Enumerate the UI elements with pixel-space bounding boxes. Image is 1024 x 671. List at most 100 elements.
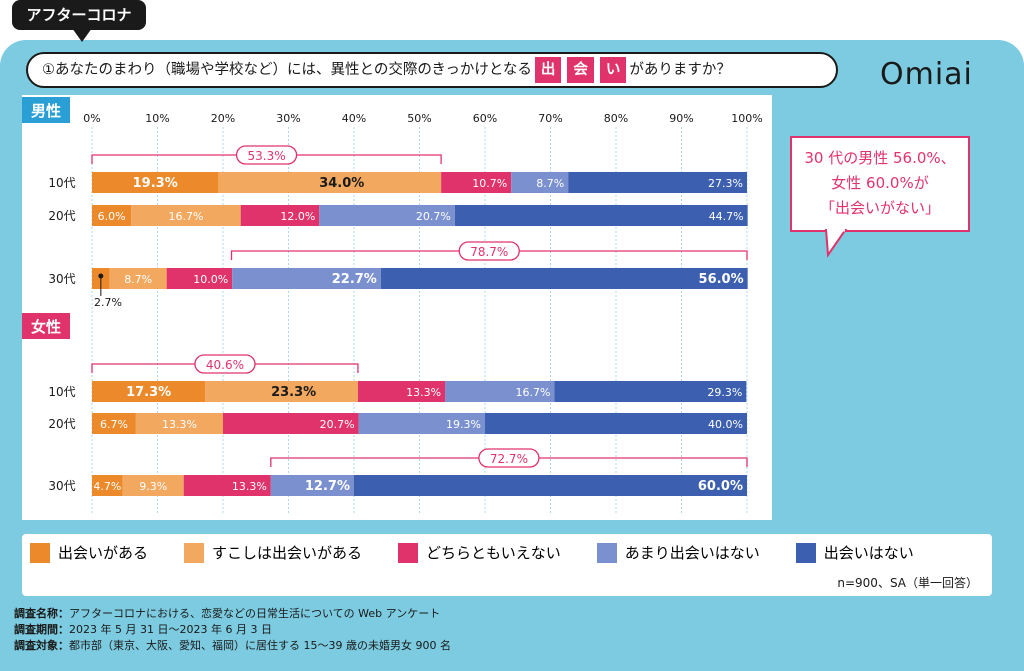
topic-tag-pointer xyxy=(72,28,92,42)
bar-segment xyxy=(92,205,132,226)
data-label: 23.3% xyxy=(271,385,316,400)
bar-segment xyxy=(205,381,358,402)
brand-logo: Omiai xyxy=(880,57,973,92)
bar-segment xyxy=(131,205,241,226)
data-label: 13.3% xyxy=(232,480,267,493)
bar-segment xyxy=(270,475,354,496)
bar-segment xyxy=(92,475,123,496)
bracket-badge xyxy=(458,241,520,261)
outside-data-label: 2.7% xyxy=(94,296,122,309)
legend-label: 出会いはない xyxy=(823,544,914,562)
group-label: 女性 xyxy=(31,318,61,336)
data-label: 22.7% xyxy=(332,272,377,287)
bar-segment xyxy=(319,205,455,226)
bracket-label: 78.7% xyxy=(470,245,508,259)
legend-item: 出会いがある xyxy=(30,542,148,563)
bar-segment xyxy=(92,413,136,434)
bar-segment xyxy=(568,172,747,193)
legend-swatch xyxy=(596,542,617,563)
question-box: ①あなたのまわり（職場や学校など）には、異性との交際のきっかけとなる出会いがあり… xyxy=(26,52,838,88)
data-label: 44.7% xyxy=(709,210,744,223)
data-label: 12.7% xyxy=(305,479,350,494)
x-tick-label: 50% xyxy=(407,112,431,125)
legend-label: どちらともいえない xyxy=(426,544,561,562)
data-label: 27.3% xyxy=(708,177,743,190)
bar-segment xyxy=(441,172,512,193)
callout-box: 30 代の男性 56.0%、 女性 60.0%が 「出会いがない」 xyxy=(790,136,970,232)
sample-note: n=900、SA（単一回答） xyxy=(837,576,978,590)
x-tick-label: 90% xyxy=(669,112,693,125)
bar-segment xyxy=(358,413,485,434)
group-label-bg xyxy=(22,313,70,339)
callout-line-1: 30 代の男性 56.0%、 xyxy=(804,149,956,167)
data-label: 10.7% xyxy=(472,177,507,190)
data-label: 56.0% xyxy=(699,272,744,287)
bracket-label: 72.7% xyxy=(490,452,528,466)
legend-label: あまり出会いはない xyxy=(624,544,760,562)
topic-tag: アフターコロナ xyxy=(12,0,146,30)
row-label: 30代 xyxy=(48,479,75,493)
row-label: 20代 xyxy=(48,209,75,223)
x-tick-label: 10% xyxy=(145,112,169,125)
bar-segment xyxy=(357,381,446,402)
row-label: 30代 xyxy=(48,272,75,286)
x-tick-label: 70% xyxy=(538,112,562,125)
legend: 出会いがある すこしは出会いがある どちらともいえない あまり出会いはない 出会いはない… xyxy=(22,534,992,596)
bar-segment xyxy=(380,268,748,289)
legend-label: すこしは出会いがある xyxy=(212,544,363,562)
data-label: 60.0% xyxy=(698,479,743,494)
data-label: 6.7% xyxy=(100,418,128,431)
data-label: 20.7% xyxy=(416,210,451,223)
data-label: 17.3% xyxy=(126,385,171,400)
data-label: 13.3% xyxy=(162,418,197,431)
bar-segment xyxy=(511,172,569,193)
row-label: 10代 xyxy=(48,176,75,190)
data-label: 8.7% xyxy=(124,273,152,286)
legend-item: すこしは出会いがある xyxy=(184,542,362,563)
x-tick-label: 0% xyxy=(83,112,100,125)
bracket-badge xyxy=(478,448,540,468)
data-label: 6.0% xyxy=(98,210,126,223)
bar-segment xyxy=(122,475,184,496)
question-highlight-3: い xyxy=(599,57,627,83)
data-label: 19.3% xyxy=(133,176,178,191)
bar-segment xyxy=(92,172,219,193)
legend-item: どちらともいえない xyxy=(398,542,561,563)
callout-line-3: 「出会いがない」 xyxy=(819,199,940,217)
stacked-bar-chart: 0% 10% 20% 30% 40% 50% 60% 70% 80% 90% 100% 男性 10代 19… xyxy=(22,97,763,513)
data-label: 19.3% xyxy=(446,418,481,431)
question-highlight-1: 出 xyxy=(534,57,562,83)
data-label: 16.7% xyxy=(515,386,550,399)
question-suffix: がありますか？ xyxy=(629,62,731,78)
chart-panel: 0% 10% 20% 30% 40% 50% 60% 70% 80% 90% 100% 男性 10代 19… xyxy=(22,95,772,520)
row-label: 10代 xyxy=(48,385,75,399)
survey-footer: 調査名称：アフターコロナにおける、恋愛などの日常生活についての Web アンケー… xyxy=(14,606,451,654)
footer-line-1: 調査名称：アフターコロナにおける、恋愛などの日常生活についての Web アンケー… xyxy=(14,607,441,620)
bar-segment xyxy=(183,475,271,496)
callout-pointer xyxy=(824,229,848,258)
group-label: 男性 xyxy=(31,102,61,120)
legend-swatch xyxy=(398,542,419,563)
legend-swatch xyxy=(30,542,50,563)
group-label-bg xyxy=(22,97,70,123)
leader-dot xyxy=(98,273,104,279)
x-tick-label: 60% xyxy=(473,112,497,125)
bar-segment xyxy=(92,381,206,402)
bar-segment xyxy=(485,413,747,434)
legend-item: あまり出会いはない xyxy=(596,542,760,563)
callout-line-2: 女性 60.0%が xyxy=(831,174,929,192)
legend-swatch xyxy=(184,542,205,563)
data-label: 20.7% xyxy=(320,418,355,431)
question-prefix: ①あなたのまわり（職場や学校など）には、異性との交際のきっかけとなる xyxy=(42,62,532,78)
bar-segment xyxy=(135,413,223,434)
bar-segment xyxy=(445,381,555,402)
bar-segment xyxy=(454,205,748,226)
footer-line-2: 調査期間：2023 年 5 月 31 日〜2023 年 6 月 3 日 xyxy=(14,623,272,636)
bar-segment xyxy=(232,268,381,289)
bar-segment xyxy=(166,268,233,289)
data-label: 16.7% xyxy=(169,210,204,223)
x-tick-label: 20% xyxy=(211,112,235,125)
data-label: 13.3% xyxy=(406,386,441,399)
row-label: 20代 xyxy=(48,417,75,431)
data-label: 29.3% xyxy=(707,386,742,399)
